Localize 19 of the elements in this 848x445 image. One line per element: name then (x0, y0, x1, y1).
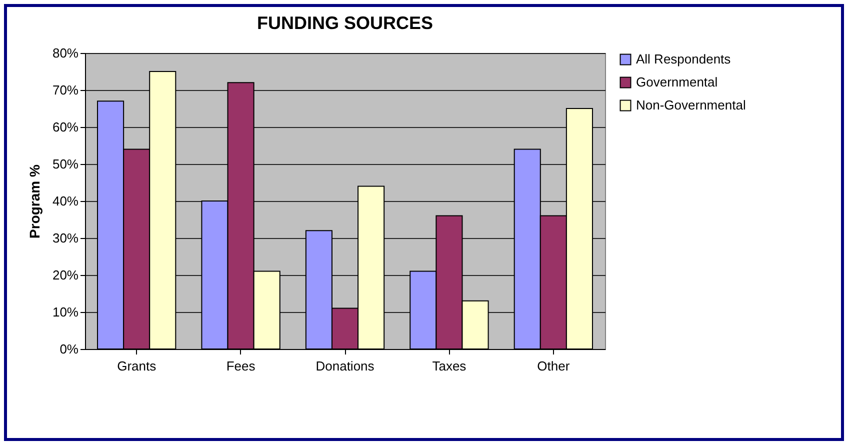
y-tick-label: 60% (52, 120, 79, 134)
y-tick-label: 0% (60, 342, 79, 356)
legend-label: Governmental (636, 74, 718, 90)
x-tick-label: Donations (316, 358, 375, 374)
legend-label: All Respondents (636, 52, 732, 66)
y-tick-label: 80% (52, 46, 79, 60)
legend-label: Non-Governmental (636, 98, 746, 112)
y-axis-title: Program % (26, 164, 42, 238)
y-tick-label: 50% (52, 156, 79, 172)
y-tick-label: 10% (52, 304, 79, 320)
x-tick-label: Grants (117, 358, 157, 374)
y-tick-label: 20% (52, 268, 79, 282)
x-tick-label: Taxes (432, 358, 467, 374)
y-tick-label: 30% (52, 230, 79, 246)
y-tick-label: 40% (52, 194, 79, 208)
chart-title: FUNDING SOURCES (256, 13, 434, 33)
x-tick-label: Fees (226, 358, 256, 374)
y-tick-label: 70% (52, 82, 79, 98)
x-tick-label: Other (537, 358, 570, 374)
